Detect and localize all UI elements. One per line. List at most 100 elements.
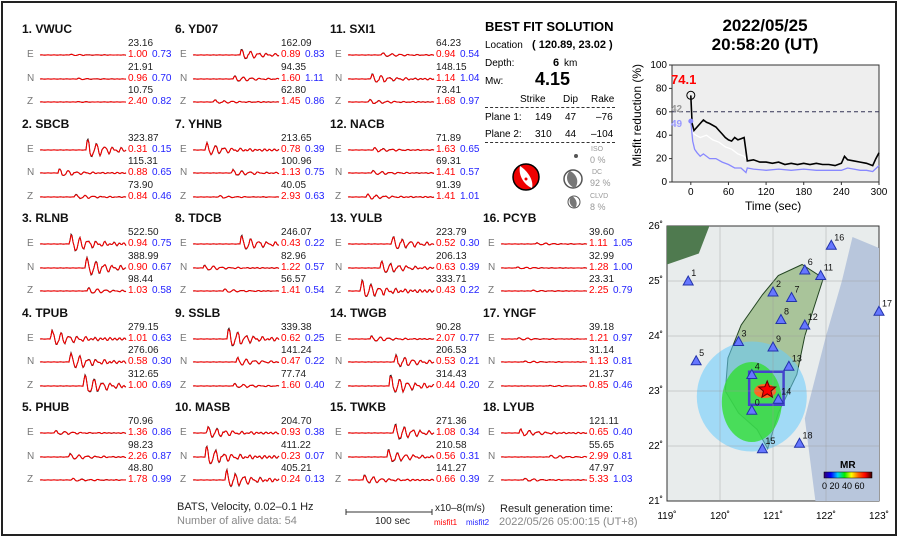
synthetic-trace [192, 382, 280, 388]
waveform-trace [192, 444, 280, 464]
component-label: E [180, 49, 187, 60]
synthetic-trace [500, 454, 588, 459]
amplitude-value: 279.15 [128, 321, 159, 333]
station-triangle-icon[interactable] [785, 291, 798, 302]
component-label: N [335, 450, 343, 462]
station-triangle-icon[interactable] [814, 269, 827, 280]
station-triangle-icon[interactable] [690, 354, 702, 366]
misfit1-value: 0.43 [436, 285, 456, 296]
amplitude-value: 223.79 [436, 227, 467, 238]
misfit1-value: 0.84 [128, 190, 148, 202]
y-tick-label: 80 [656, 83, 668, 94]
lon-tick-label: 120˚ [710, 510, 730, 522]
depth-label: Depth: [485, 58, 515, 69]
misfit1-value: 0.89 [281, 49, 301, 60]
network-label: BATS, Velocity, 0.02–0.1 Hz [177, 501, 314, 513]
component-label: E [335, 143, 342, 155]
waveform-trace [500, 289, 588, 293]
misfit2-value: 0.34 [460, 427, 480, 438]
mw-value: 4.15 [535, 69, 571, 89]
x-tick-label: 60 [723, 187, 735, 198]
amplitude-value: 98.23 [128, 439, 154, 451]
station-number: 11 [824, 263, 833, 273]
misfit1-value: 0.62 [281, 332, 301, 344]
units-label: x10–8(m/s) [435, 503, 486, 514]
misfit2-value: 0.65 [152, 167, 172, 178]
station-title: 10. MASB [175, 400, 231, 414]
waveform-trace [39, 168, 127, 176]
plane1-label: Plane 1: [485, 112, 522, 123]
plane2-strike: 310 [535, 129, 552, 140]
station-number: 8 [784, 307, 789, 317]
waveform-trace [192, 425, 280, 439]
waveform-trace [192, 382, 280, 388]
lon-tick-label: 121˚ [763, 510, 783, 522]
station-triangle-icon[interactable] [772, 393, 785, 404]
station-triangle-icon[interactable] [793, 437, 806, 448]
misfit2-value: 0.22 [305, 356, 325, 367]
synthetic-trace [39, 477, 127, 482]
station-triangle-icon[interactable] [745, 368, 758, 379]
misfit1-value: 0.78 [281, 143, 301, 155]
component-label: Z [180, 285, 187, 296]
observed-trace [501, 427, 588, 437]
plane2-label: Plane 2: [485, 129, 522, 140]
synthetic-trace [500, 266, 588, 269]
misfit2-value: 0.97 [613, 332, 633, 344]
station-triangle-icon[interactable] [767, 340, 779, 352]
station-triangle-icon[interactable] [783, 360, 795, 371]
waveform-trace [347, 52, 435, 57]
misfit1-value: 1.00 [128, 49, 148, 60]
station-triangle-icon[interactable] [756, 442, 769, 454]
clvd-label: CLVD [590, 193, 609, 200]
amplitude-value: 56.57 [281, 274, 307, 285]
waveform-trace [192, 326, 280, 346]
misfit2-value: 0.21 [460, 356, 480, 367]
series-line [690, 111, 747, 160]
amplitude-value: 73.41 [436, 85, 462, 96]
station-triangle-icon[interactable] [767, 285, 779, 297]
misfit2-value: 0.30 [152, 356, 172, 367]
component-label: E [335, 49, 342, 60]
synthetic-trace [500, 427, 588, 437]
station-triangle-icon[interactable] [745, 404, 758, 415]
misfit2-value: 0.46 [613, 379, 633, 391]
y-tick-label: 20 [656, 154, 668, 165]
amplitude-value: 69.31 [436, 156, 462, 167]
component-label: E [27, 427, 34, 438]
waveform-trace [347, 353, 435, 368]
synthetic-trace [39, 233, 127, 251]
component-label: N [335, 261, 343, 273]
misfit1-value: 2.26 [128, 450, 148, 462]
amplitude-value: 31.14 [589, 345, 615, 356]
station-triangle-icon[interactable] [798, 318, 811, 330]
waveform-trace [39, 372, 127, 393]
amplitude-value: 40.05 [281, 179, 307, 191]
waveform-trace [347, 278, 435, 298]
station-triangle-icon[interactable] [825, 239, 838, 250]
dip-header: Dip [563, 94, 579, 105]
station-triangle-icon[interactable] [732, 335, 745, 346]
waveform-trace [192, 467, 280, 488]
synthetic-trace [39, 430, 127, 435]
misfit1-value: 1.11 [589, 238, 608, 249]
misfit2-value: 1.01 [460, 190, 480, 202]
amplitude-value: 55.65 [589, 439, 615, 451]
station-triangle-icon[interactable] [798, 263, 811, 275]
amplitude-value: 388.99 [128, 250, 159, 262]
waveform-trace [347, 169, 435, 176]
station-triangle-icon[interactable] [775, 313, 787, 324]
event-time: 20:58:20 (UT) [711, 35, 819, 54]
peak-marker [686, 90, 696, 100]
mw-label: Mw: [485, 76, 504, 87]
clvd-icon [567, 195, 581, 209]
component-label: N [180, 450, 188, 462]
event-date: 2022/05/25 [722, 16, 808, 35]
station-triangle-icon[interactable] [682, 274, 695, 286]
station-triangle-icon[interactable] [873, 305, 885, 316]
component-label: Z [335, 379, 342, 391]
misfit1-value: 1.13 [281, 167, 301, 178]
station-title: 1. VWUC [22, 22, 73, 36]
synthetic-trace [347, 146, 435, 152]
synthetic-trace [39, 53, 127, 57]
